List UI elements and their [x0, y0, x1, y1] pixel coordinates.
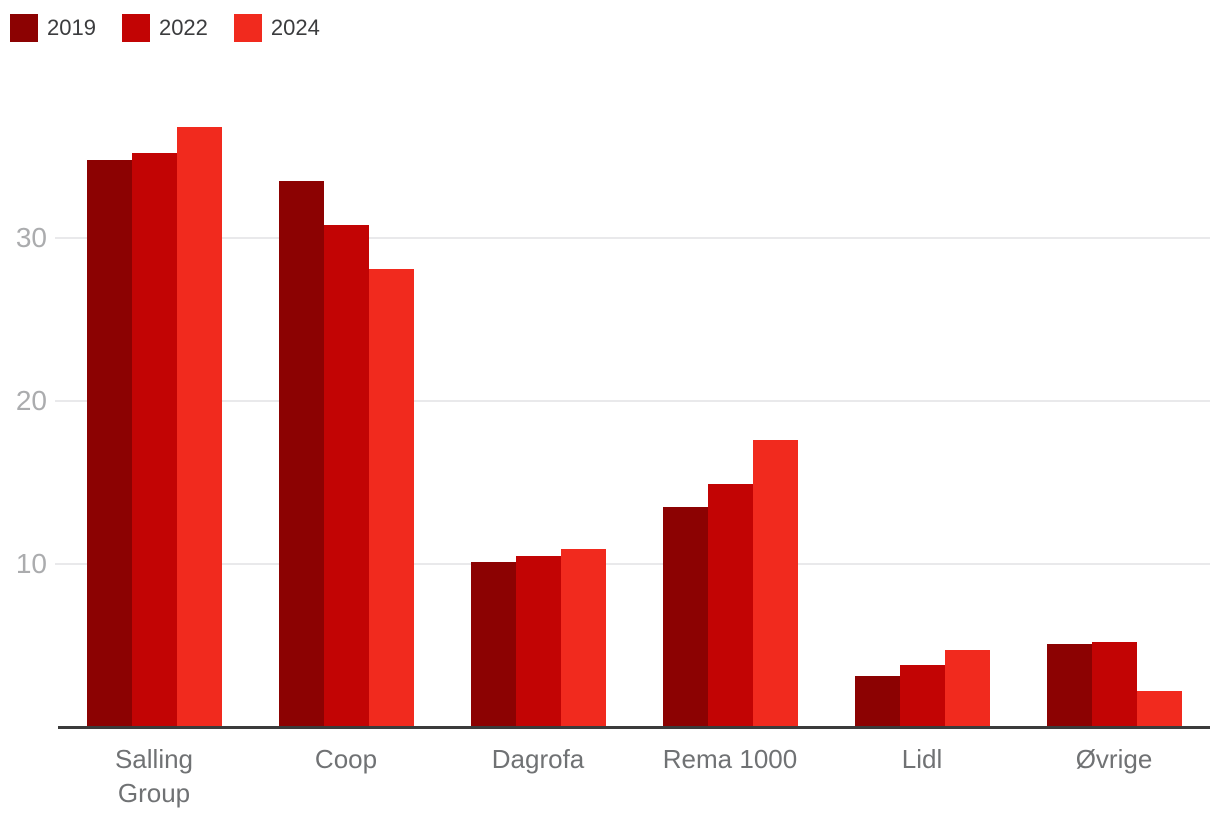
legend-item-2022: 2022 [121, 14, 208, 42]
legend-item-2024: 2024 [233, 14, 320, 42]
bar-coop-2024 [368, 268, 414, 727]
bar-lidl-2022 [899, 665, 945, 727]
x-axis-line [58, 726, 1210, 729]
legend-label: 2024 [270, 15, 320, 40]
y-axis-tick-label-20: 20 [15, 385, 47, 416]
x-axis-tick-label-coop: Coop [314, 744, 378, 774]
x-axis-tick-label-øvrige: Øvrige [1075, 744, 1153, 774]
x-axis-tick-label-lidl: Lidl [901, 744, 943, 774]
bar-rema-1000-2019 [662, 506, 708, 727]
bar-salling-group-2022 [131, 153, 177, 727]
legend-label: 2022 [158, 15, 208, 40]
bar-dagrofa-2024 [560, 549, 606, 727]
legend-label: 2019 [47, 15, 96, 40]
legend-item-2019: 2019 [10, 14, 96, 42]
bar-øvrige-2019 [1046, 643, 1092, 727]
gridline-30 [55, 237, 1210, 239]
bar-salling-group-2024 [176, 127, 222, 727]
bar-rema-1000-2024 [752, 440, 798, 727]
chart-legend: 2019 2022 2024 [10, 14, 320, 42]
y-axis-tick-label-30: 30 [15, 222, 47, 253]
bar-rema-1000-2022 [707, 484, 753, 727]
y-axis-tick-label-10: 10 [15, 548, 47, 579]
bar-dagrofa-2022 [515, 555, 561, 727]
legend-swatch-2022 [121, 14, 150, 42]
bar-coop-2022 [323, 224, 369, 727]
legend-swatch-2024 [233, 14, 262, 42]
legend-swatch-2019 [10, 14, 38, 42]
bar-øvrige-2022 [1091, 642, 1137, 727]
bar-coop-2019 [278, 180, 324, 727]
gridline-10 [55, 563, 1210, 565]
x-axis-tick-label-dagrofa: Dagrofa [491, 744, 585, 774]
bar-øvrige-2024 [1136, 691, 1182, 727]
x-axis-tick-label-rema-1000: Rema 1000 [662, 744, 798, 774]
x-axis-tick-label-salling-group: Salling Group [114, 744, 194, 808]
bar-salling-group-2019 [86, 159, 132, 727]
gridline-20 [55, 400, 1210, 402]
bar-dagrofa-2019 [470, 562, 516, 727]
bar-lidl-2019 [854, 676, 900, 727]
bar-lidl-2024 [944, 650, 990, 727]
